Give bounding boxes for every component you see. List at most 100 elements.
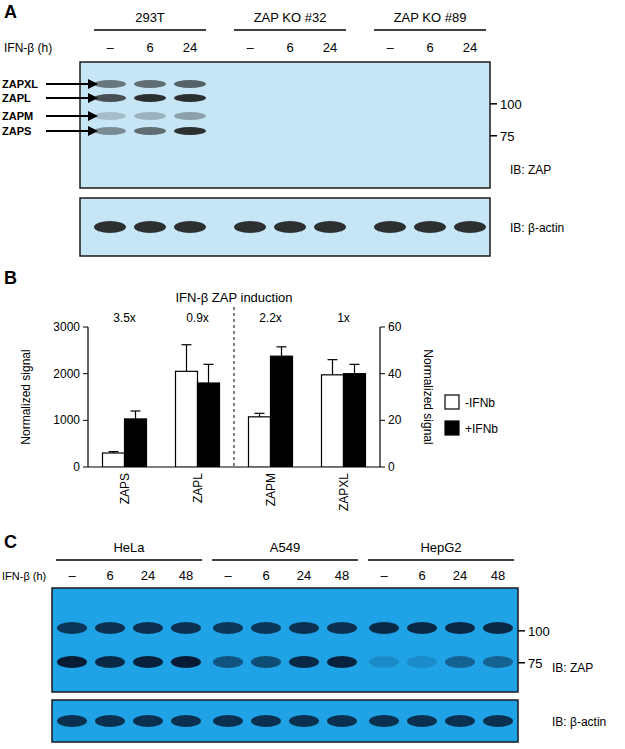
band [374, 221, 406, 233]
band [95, 622, 125, 634]
blot-label: IB: ZAP [552, 661, 593, 675]
band [289, 622, 319, 634]
band [314, 127, 346, 135]
band [94, 112, 126, 120]
blot-label: IB: β-actin [510, 221, 564, 235]
y-axis-label: Normalized signal [19, 349, 33, 444]
group-underline [56, 559, 202, 561]
legend-swatch [445, 421, 459, 435]
band [327, 715, 357, 727]
band [407, 622, 437, 634]
fold-annotation: 3.5x [113, 311, 136, 325]
lane-label: – [224, 568, 232, 583]
band [369, 656, 399, 668]
band [374, 94, 406, 102]
lane-label: 6 [418, 568, 425, 583]
panel-label: B [4, 268, 17, 288]
bar [344, 374, 366, 467]
lane-label: – [246, 40, 254, 55]
lane-label: – [386, 40, 394, 55]
band [57, 622, 87, 634]
isoform-arrowhead [88, 111, 98, 121]
group-underline [234, 29, 346, 31]
band [171, 656, 201, 668]
band [407, 715, 437, 727]
isoform-arrowhead [88, 79, 98, 89]
band [134, 80, 166, 88]
blot-membrane [80, 198, 490, 256]
legend-swatch [445, 395, 459, 409]
band [274, 127, 306, 135]
band [94, 127, 126, 135]
mw-tick [490, 103, 497, 105]
error-bar [208, 364, 209, 383]
band [274, 80, 306, 88]
panel-label: C [4, 532, 17, 552]
band [445, 656, 475, 668]
treatment-label: IFN-β (h) [4, 41, 52, 55]
isoform-label: ZAPM [2, 110, 33, 122]
y-tick-label: 0 [73, 460, 80, 474]
fold-annotation: 0.9x [186, 311, 209, 325]
lane-label: 48 [179, 568, 193, 583]
band [134, 221, 166, 233]
y2-tick [380, 467, 385, 468]
band [327, 656, 357, 668]
lane-label: 48 [335, 568, 349, 583]
band [95, 715, 125, 727]
band [133, 622, 163, 634]
mw-tick [518, 630, 525, 632]
band [327, 622, 357, 634]
band [454, 112, 486, 120]
band [95, 656, 125, 668]
lane-label: 48 [491, 568, 505, 583]
error-bar [281, 347, 282, 356]
band [414, 127, 446, 135]
band [57, 715, 87, 727]
y2-axis-label: Normalized signal [421, 349, 435, 444]
lane-label: 24 [183, 40, 197, 55]
band [314, 221, 346, 233]
x-tick-label: ZAPXL [337, 473, 351, 511]
band [174, 94, 206, 102]
fold-annotation: 2.2x [259, 311, 282, 325]
lane-label: – [68, 568, 76, 583]
band [274, 221, 306, 233]
band [213, 622, 243, 634]
y2-tick [380, 327, 385, 328]
band [234, 94, 266, 102]
mw-label: 100 [500, 97, 522, 112]
band [314, 80, 346, 88]
x-tick-label: ZAPS [118, 473, 132, 504]
y2-tick-label: 40 [388, 367, 402, 381]
mw-tick [518, 662, 525, 664]
error-cap [204, 364, 214, 365]
y-tick-label: 2000 [53, 367, 80, 381]
treatment-label: IFN-β (h) [2, 570, 46, 582]
band [407, 656, 437, 668]
group-label: A549 [270, 540, 300, 555]
error-cap [255, 413, 265, 414]
band [314, 94, 346, 102]
band [454, 80, 486, 88]
lane-label: 6 [426, 40, 433, 55]
lane-label: 24 [453, 568, 467, 583]
y2-tick [380, 373, 385, 374]
isoform-label: ZAPXL [2, 78, 38, 90]
error-cap [277, 346, 287, 347]
mw-label: 75 [528, 656, 542, 671]
band [57, 656, 87, 668]
lane-label: 6 [262, 568, 269, 583]
group-label: HepG2 [420, 540, 461, 555]
band [234, 80, 266, 88]
band [445, 622, 475, 634]
bar [125, 419, 147, 467]
error-bar [135, 411, 136, 419]
y2-tick [380, 420, 385, 421]
band [174, 221, 206, 233]
band [234, 127, 266, 135]
band [174, 127, 206, 135]
bar [271, 356, 293, 467]
band [94, 80, 126, 88]
blot-label: IB: β-actin [552, 715, 606, 729]
